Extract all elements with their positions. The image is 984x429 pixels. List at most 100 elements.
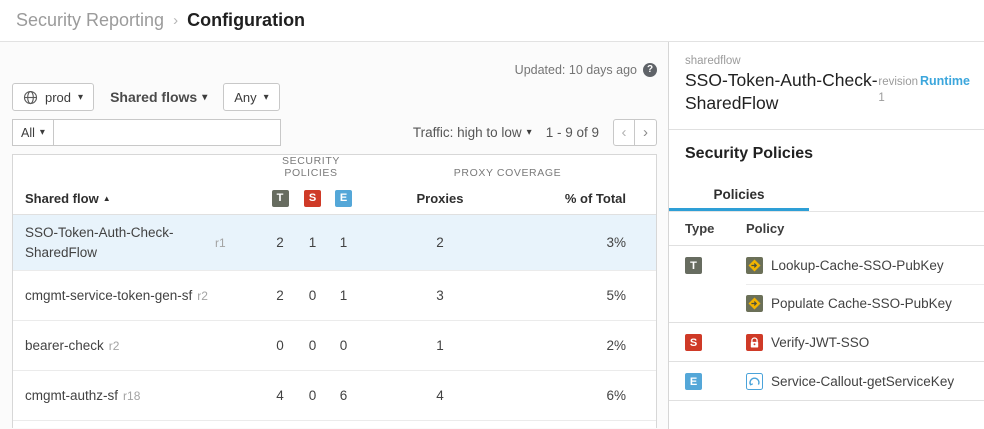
environment-label: prod: [45, 89, 72, 105]
flow-revision: r18: [123, 388, 141, 403]
content-area: Updated: 10 days ago ? prod ▾ Shared flo…: [0, 42, 984, 429]
globe-icon: [23, 90, 38, 104]
filter-row: prod ▾ Shared flows ▾ Any ▾: [12, 83, 657, 111]
type-column-header: Type: [685, 221, 715, 237]
shared-flow-header-label: Shared flow: [25, 190, 99, 206]
proxies-count: 1: [436, 338, 444, 354]
cache-icon: [746, 256, 763, 274]
t-count: 0: [276, 338, 284, 354]
t-count: 4: [276, 388, 284, 404]
page-title: Configuration: [187, 10, 306, 30]
any-filter-label: Any: [234, 89, 257, 105]
detail-panel: sharedflow SSO-Token-Auth-Check-SharedFl…: [668, 42, 984, 429]
t-count: 2: [276, 288, 284, 304]
callout-icon: [746, 372, 763, 390]
lock-icon: [746, 333, 763, 351]
flow-revision: r2: [197, 288, 208, 303]
chevron-down-icon: ▾: [202, 91, 208, 103]
security-badge: S: [685, 334, 702, 352]
flow-revision: r2: [108, 338, 120, 353]
pct-of-total: 5%: [606, 288, 626, 304]
s-count: 0: [308, 288, 317, 304]
policy-name: Lookup-Cache-SSO-PubKey: [771, 257, 944, 273]
proxies-count: 3: [436, 288, 444, 304]
pager: ‹ ›: [613, 119, 657, 146]
flow-name: bearer-check: [25, 337, 104, 353]
chevron-down-icon: ▾: [526, 127, 532, 138]
traffic-sort-dropdown[interactable]: Traffic: high to low ▾: [413, 125, 532, 140]
next-page-button[interactable]: ›: [635, 119, 657, 146]
search-group: All ▾: [12, 119, 281, 146]
proxy-coverage-group-header: PROXY COVERAGE: [453, 167, 562, 179]
table-row[interactable]: cmgmt-authz-sf r18 4 0 6 4 6%: [13, 371, 656, 422]
table-group-header: SECURITY POLICIES PROXY COVERAGE: [13, 155, 656, 182]
chevron-down-icon: ▾: [263, 91, 269, 103]
search-scope-label: All: [21, 125, 35, 140]
chevron-right-icon: ›: [643, 124, 648, 141]
any-filter-dropdown[interactable]: Any ▾: [223, 83, 280, 111]
policy-group: E Service-Callout-getServiceKey: [669, 362, 984, 402]
policy-row: Service-Callout-getServiceKey: [746, 362, 984, 400]
flows-pane: Updated: 10 days ago ? prod ▾ Shared flo…: [0, 42, 668, 429]
shared-flows-table: SECURITY POLICIES PROXY COVERAGE Shared …: [12, 154, 657, 428]
flow-type-dropdown[interactable]: Shared flows ▾: [110, 89, 207, 105]
breadcrumb-separator-icon: ›: [173, 12, 179, 29]
sort-pagination-group: Traffic: high to low ▾ 1 - 9 of 9 ‹ ›: [413, 119, 657, 146]
updated-row: Updated: 10 days ago ?: [12, 62, 657, 77]
e-count: 1: [339, 288, 348, 304]
e-count: 6: [339, 388, 348, 404]
tab-bar: Policies: [669, 179, 984, 213]
e-count: 0: [339, 338, 348, 354]
cache-icon: [746, 295, 763, 313]
s-count: 0: [308, 338, 317, 354]
search-row: All ▾ Traffic: high to low ▾ 1 - 9 of 9 …: [12, 119, 657, 146]
proxies-column-header: Proxies: [416, 190, 464, 206]
pct-of-total: 2%: [606, 338, 626, 354]
chevron-down-icon: ▾: [39, 127, 45, 138]
security-policies-heading: Security Policies: [685, 145, 814, 163]
policy-column-header: Policy: [746, 221, 785, 237]
table-column-header: Shared flow ▲ T S E Proxies % of Total: [13, 182, 656, 215]
s-count: 0: [308, 388, 317, 404]
policy-group: T Lookup-Cache-SSO-PubKey: [669, 246, 984, 324]
flow-name: SSO-Token-Auth-Check-SharedFlow: [25, 225, 174, 260]
pct-of-total: 3%: [606, 235, 626, 251]
pct-of-total-column-header: % of Total: [564, 190, 626, 206]
shared-flow-column-header[interactable]: Shared flow ▲: [13, 191, 263, 206]
policy-row: Populate Cache-SSO-PubKey: [746, 284, 984, 322]
prev-page-button[interactable]: ‹: [613, 119, 635, 146]
search-scope-dropdown[interactable]: All ▾: [12, 119, 54, 146]
traffic-sort-label: Traffic: high to low: [412, 125, 522, 140]
runtime-link[interactable]: Runtime: [920, 74, 970, 88]
proxies-count: 4: [436, 388, 444, 404]
environment-dropdown[interactable]: prod ▾: [12, 83, 95, 111]
policy-row: Verify-JWT-SSO: [746, 323, 984, 361]
s-count: 1: [308, 235, 317, 251]
revision-value: 1: [878, 92, 885, 105]
table-row[interactable]: cmgmt-service-token-gen-sf r2 2 0 1 3 5%: [13, 271, 656, 322]
policy-table-header: Type Policy: [669, 212, 984, 247]
tab-policies[interactable]: Policies: [669, 179, 809, 211]
help-icon[interactable]: ?: [643, 62, 657, 77]
pct-of-total: 6%: [606, 388, 626, 404]
policy-name: Populate Cache-SSO-PubKey: [771, 296, 952, 312]
flow-name: cmgmt-authz-sf: [25, 387, 119, 403]
breadcrumb-section[interactable]: Security Reporting: [16, 10, 165, 30]
table-row[interactable]: SSO-Token-Auth-Check-SharedFlow r1 2 1 1…: [13, 215, 656, 272]
revision-block: revision 1 Runtime: [878, 74, 970, 115]
detail-header: sharedflow SSO-Token-Auth-Check-SharedFl…: [669, 42, 984, 131]
traffic-mgmt-badge: T: [685, 257, 702, 275]
policy-row: Lookup-Cache-SSO-PubKey: [746, 246, 984, 284]
detail-title: SSO-Token-Auth-Check-SharedFlow: [685, 70, 878, 114]
security-badge: S: [304, 189, 321, 207]
top-bar: Security Reporting › Configuration: [0, 0, 984, 42]
sort-ascending-icon: ▲: [102, 193, 111, 203]
table-row[interactable]: bearer-check r2 0 0 0 1 2%: [13, 321, 656, 372]
extension-badge: E: [335, 189, 352, 207]
security-policies-group-header: SECURITY POLICIES: [282, 155, 340, 179]
revision-label: revision: [878, 76, 918, 88]
chevron-down-icon: ▾: [78, 91, 84, 103]
search-input[interactable]: [52, 119, 281, 146]
page-range: 1 - 9 of 9: [545, 125, 599, 140]
policy-group: S Verify-JWT-SSO: [669, 323, 984, 363]
